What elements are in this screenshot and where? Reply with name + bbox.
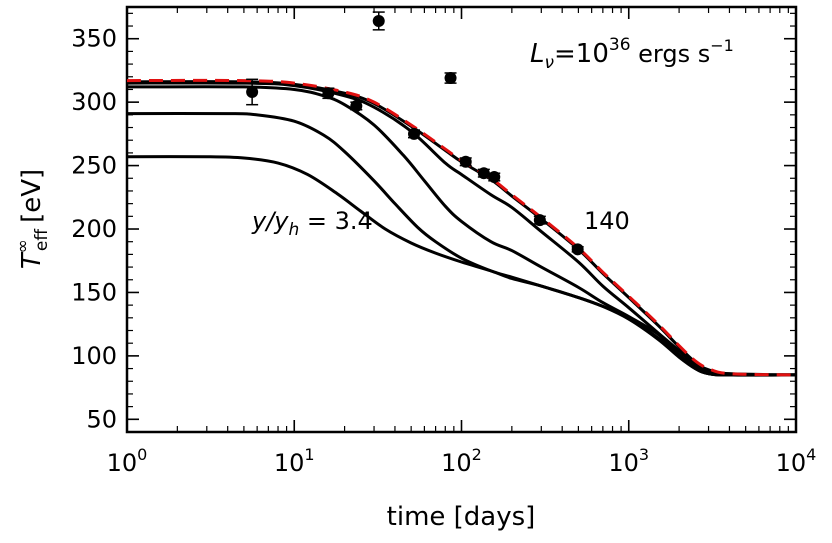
curve-low-label-main: y/y	[251, 207, 289, 235]
model-curve	[126, 81, 797, 377]
y-axis-title-main: T	[17, 251, 47, 269]
tick-marks	[126, 7, 797, 432]
x-tick-label-base: 10	[608, 449, 639, 477]
y-tick-label: 300	[71, 88, 117, 116]
y-tick-label: 350	[71, 25, 117, 53]
x-tick-label-exp: 3	[639, 445, 649, 464]
x-tick-label-base: 10	[776, 449, 807, 477]
lum-exp: 36	[609, 35, 631, 55]
lum-unit: ergs s	[631, 40, 711, 68]
y-tick-label: 250	[71, 152, 117, 180]
y-axis-title-sub: eff	[32, 228, 52, 251]
x-tick-label: 104	[776, 445, 817, 477]
model-curves	[126, 78, 797, 377]
curve-low-label: y/yh = 3.4	[251, 207, 373, 240]
model-curve	[126, 80, 797, 377]
y-tick-label: 50	[86, 405, 117, 433]
x-tick-label: 100	[107, 445, 148, 477]
y-axis-title-sup: ∞	[13, 239, 33, 253]
data-point	[350, 99, 363, 112]
x-tick-label-exp: 0	[137, 445, 147, 464]
data-point	[322, 87, 335, 100]
data-point	[372, 14, 385, 27]
model-curve	[126, 155, 797, 377]
observations	[246, 11, 584, 256]
lum-unit-exp: −1	[710, 36, 734, 55]
model-curve	[126, 85, 797, 377]
x-tick-label: 102	[441, 445, 482, 477]
curve-low-label-value: = 3.4	[299, 207, 373, 235]
fit-curve-dashed	[126, 78, 797, 377]
luminosity-annotation: Lν=1036 ergs s−1	[530, 35, 734, 73]
x-tick-labels: 100 101 102 103 104	[107, 445, 817, 477]
x-tick-label-exp: 4	[806, 445, 816, 464]
curve-high-label: 140	[584, 207, 630, 235]
curve-low-label-sub: h	[289, 220, 300, 240]
x-tick-label-exp: 1	[304, 445, 314, 464]
x-tick-label-base: 10	[441, 449, 472, 477]
lum-sub: ν	[545, 53, 555, 73]
data-point	[571, 243, 584, 256]
y-axis-title-unit: [eV]	[17, 169, 47, 223]
x-tick-label-base: 10	[107, 449, 138, 477]
data-point	[246, 86, 259, 98]
model-curve	[126, 111, 797, 377]
data-point	[444, 72, 457, 85]
x-axis-title: time [days]	[387, 502, 536, 532]
y-tick-label: 200	[71, 215, 117, 243]
data-point	[533, 214, 546, 227]
x-tick-label: 101	[274, 445, 315, 477]
data-point	[459, 155, 472, 168]
lum-value: =10	[554, 39, 609, 69]
x-tick-label: 103	[608, 445, 649, 477]
data-point	[488, 171, 501, 183]
data-point	[408, 127, 421, 140]
lum-prefix: L	[530, 39, 545, 69]
data-point	[477, 167, 490, 180]
y-tick-labels: 50 100 150 200 250 300 350	[71, 25, 117, 434]
y-tick-label: 150	[71, 278, 117, 306]
x-tick-label-base: 10	[274, 449, 305, 477]
y-axis-title: T∞eff [eV]	[13, 169, 52, 269]
x-tick-label-exp: 2	[472, 445, 482, 464]
y-tick-label: 100	[71, 342, 117, 370]
